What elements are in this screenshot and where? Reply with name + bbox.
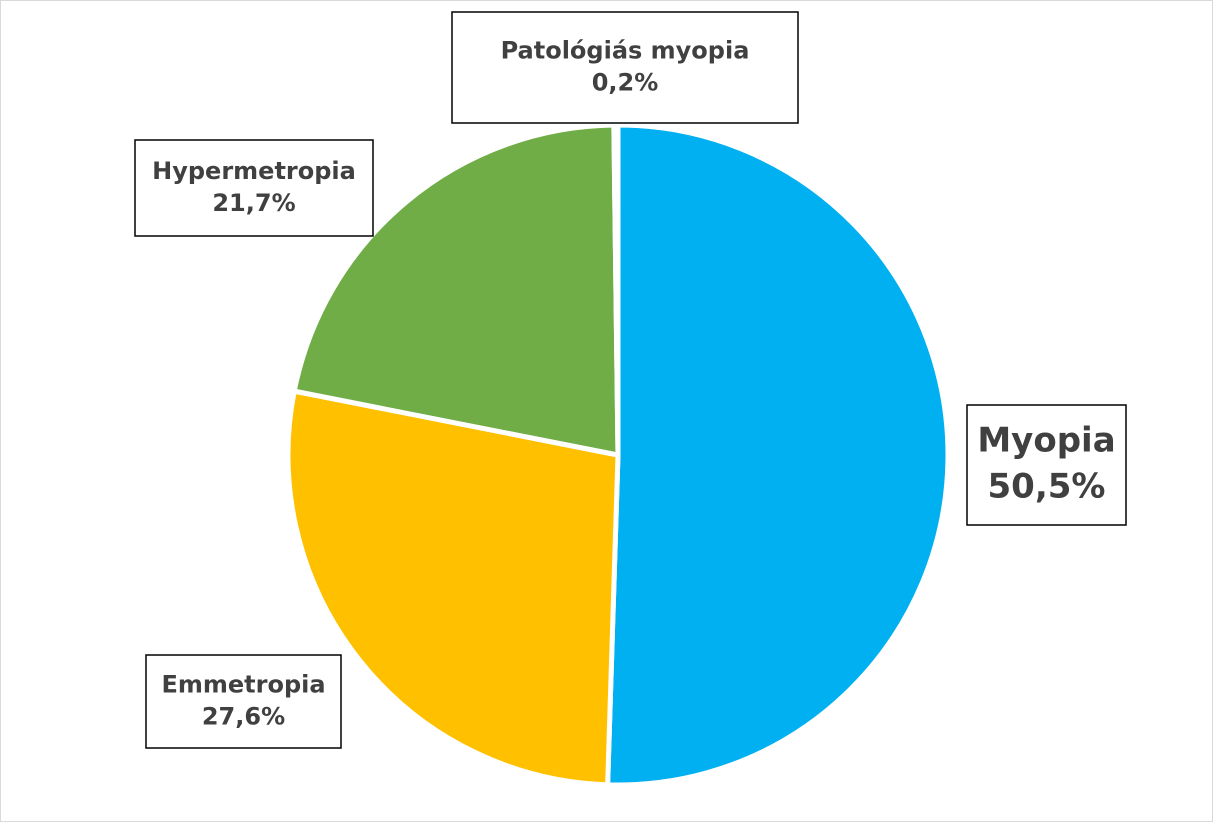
pie-slice	[605, 122, 951, 788]
label-box	[451, 11, 799, 124]
slice-value-label: 0,2%	[592, 69, 659, 97]
label-box	[134, 139, 374, 237]
slice-label: Patológiás myopia	[501, 36, 750, 64]
slice-label: Emmetropia	[161, 670, 325, 698]
slice-label: Hypermetropia	[152, 157, 356, 185]
pie-slice	[611, 122, 621, 456]
label-box	[145, 654, 342, 749]
slice-value-label: 50,5%	[988, 466, 1106, 506]
slice-value-label: 21,7%	[212, 189, 295, 217]
label-box	[966, 404, 1127, 526]
pie-slice	[291, 122, 621, 459]
pie-slice	[285, 388, 621, 788]
slice-label: Myopia	[977, 421, 1115, 461]
slice-value-label: 27,6%	[202, 703, 285, 731]
